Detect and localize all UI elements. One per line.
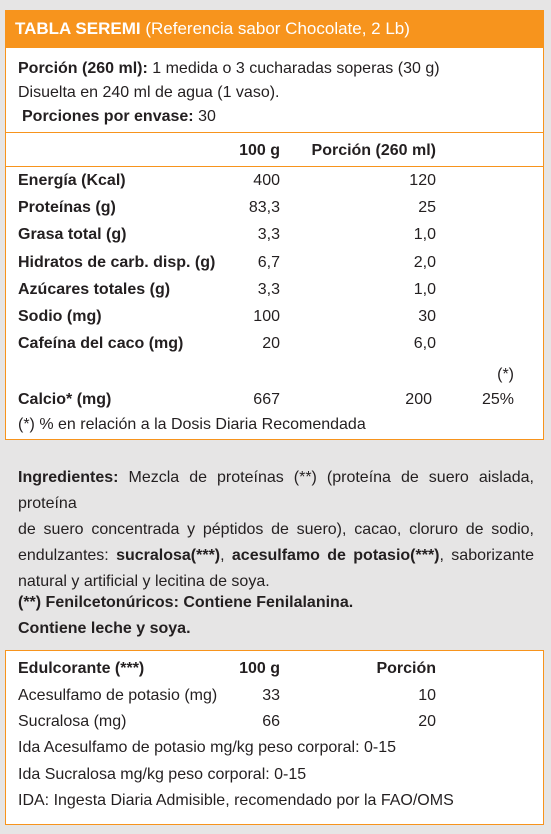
ingredients-block: Ingredientes: Mezcla de proteínas (**) (…: [18, 465, 534, 595]
per-container-line: Porciones por envase: 30: [22, 108, 216, 126]
nutrient-value-100g: 6,7: [257, 254, 280, 271]
calcio-portion: 200: [405, 391, 432, 408]
nutrient-value-100g: 83,3: [248, 199, 280, 216]
warning-phenylketonuric: (**) Fenilcetonúricos: Contiene Fenilala…: [18, 594, 354, 611]
per-container-value: 30: [198, 108, 216, 125]
nutrient-value-portion: 2,0: [413, 254, 436, 271]
nutrient-value-portion: 1,0: [413, 281, 436, 298]
ingredients-line3c: ,: [220, 547, 232, 564]
col-header-portion: Porción (260 ml): [311, 142, 436, 159]
ingredients-sucralosa: sucralosa(***): [116, 547, 221, 564]
sweetener-row-portion: 10: [418, 687, 436, 704]
ingredients-line4: natural y artificial y lecitina de soya.: [18, 573, 270, 590]
portion-line: Porción (260 ml): 1 medida o 3 cucharada…: [18, 60, 440, 78]
table-header: TABLA SEREMI (Referencia sabor Chocolate…: [5, 10, 544, 47]
ingredients-line3a: endulzantes:: [18, 547, 117, 564]
nutrient-label: Energía (Kcal): [18, 172, 126, 189]
nutrient-value-portion: 25: [418, 199, 436, 216]
nutrient-label: Azúcares totales (g): [18, 281, 171, 298]
header-title-bold: TABLA SEREMI: [15, 19, 141, 38]
nutrient-value-100g: 20: [262, 335, 280, 352]
dd-footnote: (*) % en relación a la Dosis Diaria Reco…: [18, 416, 366, 433]
nutrition-box: [5, 47, 544, 440]
nutrient-label: Proteínas (g): [18, 199, 116, 216]
nutrient-value-portion: 6,0: [413, 335, 436, 352]
sweetener-col-100g: 100 g: [239, 660, 280, 677]
nutrient-value-100g: 3,3: [257, 226, 280, 243]
sweetener-row-label: Sucralosa (mg): [18, 713, 127, 730]
sweetener-col-portion: Porción: [376, 660, 436, 677]
nutrient-value-100g: 400: [253, 172, 280, 189]
nutrient-value-portion: 120: [409, 172, 436, 189]
col-header-100g: 100 g: [239, 142, 280, 159]
sweetener-row-100g: 66: [262, 713, 280, 730]
ida-definition: IDA: Ingesta Diaria Admisible, recomenda…: [18, 792, 454, 809]
sweetener-row-portion: 20: [418, 713, 436, 730]
sweetener-row-label: Acesulfamo de potasio (mg): [18, 687, 218, 704]
ingredients-label: Ingredientes:: [18, 469, 119, 486]
divider: [5, 166, 544, 167]
header-title-rest: (Referencia sabor Chocolate, 2 Lb): [140, 19, 410, 38]
nutrient-label: Sodio (mg): [18, 308, 102, 325]
warning-allergens: Contiene leche y soya.: [18, 620, 191, 637]
calcio-100g: 667: [253, 391, 280, 408]
sweetener-row-100g: 33: [262, 687, 280, 704]
nutrient-label: Grasa total (g): [18, 226, 127, 243]
nutrient-value-portion: 30: [418, 308, 436, 325]
sweetener-col-label: Edulcorante (***): [18, 660, 145, 677]
calcio-label: Calcio* (mg): [18, 391, 112, 408]
dissolved-text: Disuelta en 240 ml de agua (1 vaso).: [18, 84, 280, 101]
nutrient-value-100g: 3,3: [257, 281, 280, 298]
nutrient-label: Hidratos de carb. disp. (g): [18, 254, 216, 271]
ingredients-acesulfamo: acesulfamo de potasio(***): [231, 547, 440, 564]
nutrient-value-portion: 1,0: [413, 226, 436, 243]
ida-acesulfamo: Ida Acesulfamo de potasio mg/kg peso cor…: [18, 739, 396, 756]
nutrient-value-100g: 100: [253, 308, 280, 325]
nutrient-label: Cafeína del caco (mg): [18, 335, 184, 352]
per-container-label: Porciones por envase:: [22, 108, 194, 125]
divider: [5, 132, 544, 133]
ingredients-line1: Mezcla de proteínas (**) (proteína de su…: [18, 469, 534, 512]
dd-marker: (*): [497, 366, 514, 383]
ingredients-line2: de suero concentrada y péptidos de suero…: [18, 521, 534, 538]
sweetener-box: [5, 650, 544, 825]
portion-value: 1 medida o 3 cucharadas soperas (30 g): [147, 60, 440, 77]
ida-sucralosa: Ida Sucralosa mg/kg peso corporal: 0-15: [18, 766, 307, 783]
calcio-dd-percent: 25%: [481, 391, 514, 408]
portion-label: Porción (260 ml):: [18, 60, 148, 77]
ingredients-line3e: , saborizante: [439, 547, 535, 564]
